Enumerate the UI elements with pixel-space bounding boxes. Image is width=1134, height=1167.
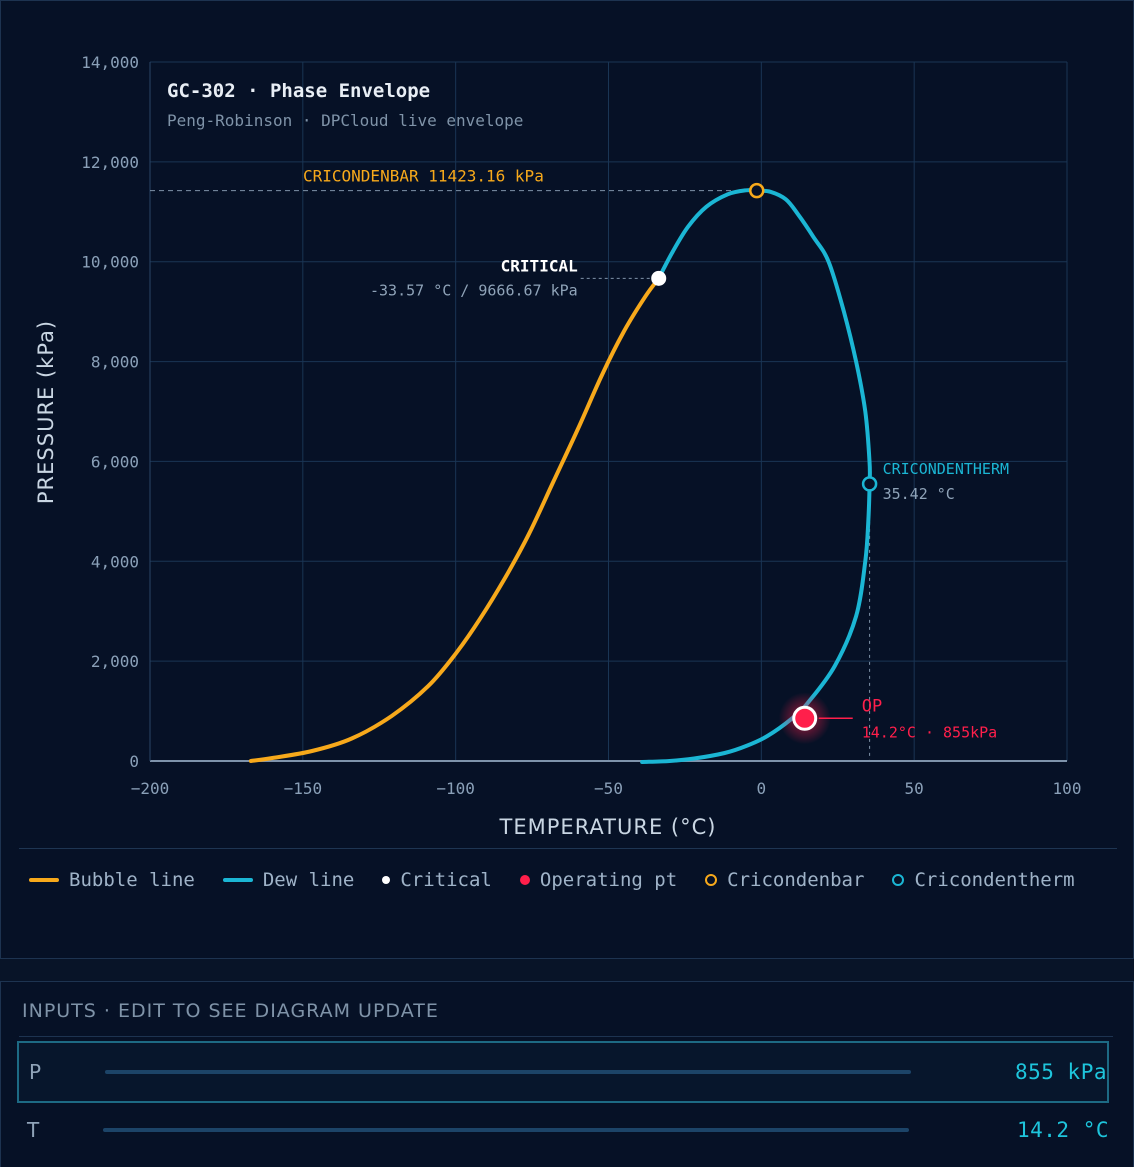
cricondenbar-label: CRICONDENBAR 11423.16 kPa xyxy=(303,167,544,186)
annotations: CRICONDENBAR 11423.16 kPa CRITICAL -33.5… xyxy=(303,167,1009,742)
operating-point-marker xyxy=(792,705,818,731)
legend-label: Dew line xyxy=(262,869,355,891)
legend-label: Cricondentherm xyxy=(914,869,1075,891)
pressure-input-row[interactable]: P 855 kPa xyxy=(17,1041,1109,1103)
inputs-panel: INPUTS · EDIT TO SEE DIAGRAM UPDATE P 85… xyxy=(0,981,1134,1167)
y-tick-label: 12,000 xyxy=(81,153,139,172)
temperature-input-row[interactable]: T 14.2 °C xyxy=(17,1099,1109,1161)
chart-legend: Bubble line Dew line Critical Operating … xyxy=(29,861,1109,913)
inputs-divider xyxy=(19,1036,1113,1037)
pressure-value[interactable]: 855 kPa xyxy=(1014,1060,1107,1084)
legend-item-bubble-line[interactable]: Bubble line xyxy=(29,861,195,899)
series xyxy=(248,188,872,764)
y-tick-label: 2,000 xyxy=(91,652,139,671)
cricondentherm-ring-icon xyxy=(892,874,905,886)
pressure-slider[interactable] xyxy=(105,1070,911,1074)
phase-envelope-panel: −200 −150 −100 −50 0 50 100 0 2,000 4,000 6,000 8,0… xyxy=(0,0,1134,959)
legend-divider xyxy=(19,848,1117,849)
inputs-title: INPUTS · EDIT TO SEE DIAGRAM UPDATE xyxy=(22,1000,439,1022)
y-tick-label: 4,000 xyxy=(91,552,139,571)
y-axis-label: PRESSURE (kPa) xyxy=(34,320,58,504)
legend-label: Operating pt xyxy=(539,869,678,891)
chart-subtitle: Peng-Robinson · DPCloud live envelope xyxy=(167,111,523,130)
cricondentherm-label: CRICONDENTHERM xyxy=(883,460,1009,478)
grid xyxy=(149,61,1068,762)
y-tick-label: 14,000 xyxy=(81,53,139,72)
operating-point-label: OP xyxy=(862,696,882,716)
legend-item-dew-line[interactable]: Dew line xyxy=(222,861,355,899)
legend-label: Critical xyxy=(400,869,492,891)
operating-point-value-label: 14.2°C · 855kPa xyxy=(862,723,997,741)
pressure-label: P xyxy=(29,1060,42,1084)
cricondenbar-marker xyxy=(748,182,765,199)
x-tick-label: 50 xyxy=(905,779,924,798)
dew-line xyxy=(640,188,872,764)
legend-item-critical[interactable]: Critical xyxy=(382,861,492,899)
x-tick-label: −150 xyxy=(284,779,323,798)
y-tick-label: 8,000 xyxy=(91,353,139,372)
temperature-label: T xyxy=(27,1118,40,1142)
critical-value-label: -33.57 °C / 9666.67 kPa xyxy=(370,281,578,299)
x-tick-label: 100 xyxy=(1053,779,1082,798)
critical-marker xyxy=(651,270,667,286)
cricondentherm-marker xyxy=(861,476,878,492)
guide-lines xyxy=(150,190,871,761)
chart-title: GC-302 · Phase Envelope xyxy=(167,80,430,102)
x-tick-label: −50 xyxy=(594,779,623,798)
temperature-value[interactable]: 14.2 °C xyxy=(1016,1118,1109,1142)
legend-item-cricondenbar[interactable]: Cricondenbar xyxy=(705,861,864,899)
cricondentherm-value-label: 35.42 °C xyxy=(883,485,955,503)
legend-label: Cricondenbar xyxy=(727,869,865,891)
y-tick-label: 6,000 xyxy=(91,452,139,471)
y-tick-label: 0 xyxy=(129,752,139,771)
x-tick-label: −100 xyxy=(436,779,475,798)
critical-label: CRITICAL xyxy=(501,256,578,275)
cricondenbar-ring-icon xyxy=(705,874,718,886)
axes: −200 −150 −100 −50 0 50 100 0 2,000 4,000 6,000 8,0… xyxy=(81,53,1081,798)
operating-dot-icon xyxy=(519,875,530,885)
legend-item-operating-pt[interactable]: Operating pt xyxy=(519,861,678,899)
x-tick-label: −200 xyxy=(131,779,170,798)
phase-envelope-chart: −200 −150 −100 −50 0 50 100 0 2,000 4,000 6,000 8,0… xyxy=(34,53,1081,839)
x-axis-label: TEMPERATURE (°C) xyxy=(499,815,717,839)
temperature-slider[interactable] xyxy=(103,1128,909,1132)
x-tick-label: 0 xyxy=(757,779,767,798)
markers xyxy=(651,182,878,745)
legend-item-cricondentherm[interactable]: Cricondentherm xyxy=(892,861,1075,899)
critical-dot-icon xyxy=(382,876,391,884)
dew-line-swatch-icon xyxy=(222,878,253,882)
bubble-line xyxy=(248,276,661,763)
bubble-line-swatch-icon xyxy=(29,878,59,882)
legend-label: Bubble line xyxy=(69,869,195,891)
y-tick-label: 10,000 xyxy=(81,253,139,272)
